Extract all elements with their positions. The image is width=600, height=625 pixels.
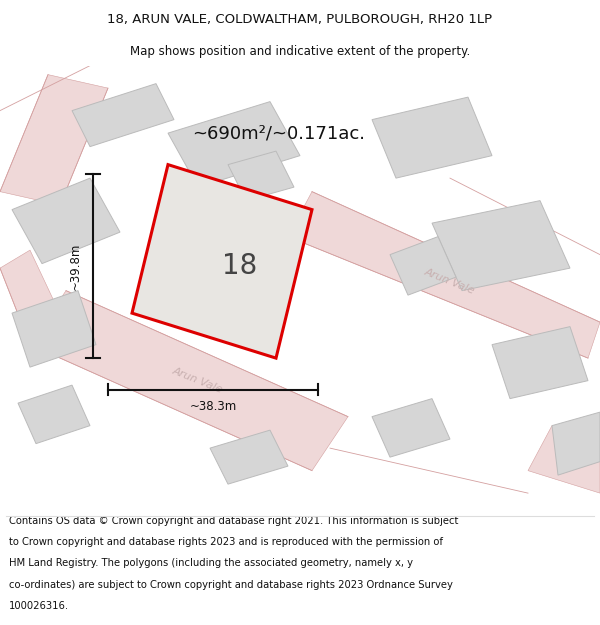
Polygon shape (552, 412, 600, 475)
Text: ~38.3m: ~38.3m (190, 400, 236, 413)
Polygon shape (432, 201, 570, 291)
Text: ~690m²/~0.171ac.: ~690m²/~0.171ac. (192, 124, 365, 142)
Text: co-ordinates) are subject to Crown copyright and database rights 2023 Ordnance S: co-ordinates) are subject to Crown copyr… (9, 579, 453, 589)
Polygon shape (168, 102, 300, 187)
Polygon shape (18, 385, 90, 444)
Text: Arun Vale: Arun Vale (424, 267, 476, 296)
Polygon shape (72, 84, 174, 147)
Text: Contains OS data © Crown copyright and database right 2021. This information is : Contains OS data © Crown copyright and d… (9, 516, 458, 526)
Text: 18, ARUN VALE, COLDWALTHAM, PULBOROUGH, RH20 1LP: 18, ARUN VALE, COLDWALTHAM, PULBOROUGH, … (107, 13, 493, 26)
Polygon shape (228, 151, 294, 201)
Polygon shape (390, 237, 456, 295)
Polygon shape (0, 74, 108, 205)
Polygon shape (30, 291, 348, 471)
Text: 18: 18 (223, 252, 257, 280)
Polygon shape (132, 164, 312, 358)
Text: 100026316.: 100026316. (9, 601, 69, 611)
Polygon shape (492, 327, 588, 399)
Polygon shape (210, 430, 288, 484)
Polygon shape (372, 97, 492, 178)
Text: Arun Vale: Arun Vale (172, 366, 224, 395)
Polygon shape (528, 426, 600, 493)
Text: HM Land Registry. The polygons (including the associated geometry, namely x, y: HM Land Registry. The polygons (includin… (9, 558, 413, 568)
Polygon shape (12, 178, 120, 264)
Text: ~39.8m: ~39.8m (68, 242, 82, 289)
Polygon shape (288, 192, 600, 358)
Text: to Crown copyright and database rights 2023 and is reproduced with the permissio: to Crown copyright and database rights 2… (9, 537, 443, 547)
Polygon shape (0, 250, 66, 344)
Polygon shape (372, 399, 450, 457)
Polygon shape (12, 291, 96, 367)
Text: Map shows position and indicative extent of the property.: Map shows position and indicative extent… (130, 45, 470, 58)
